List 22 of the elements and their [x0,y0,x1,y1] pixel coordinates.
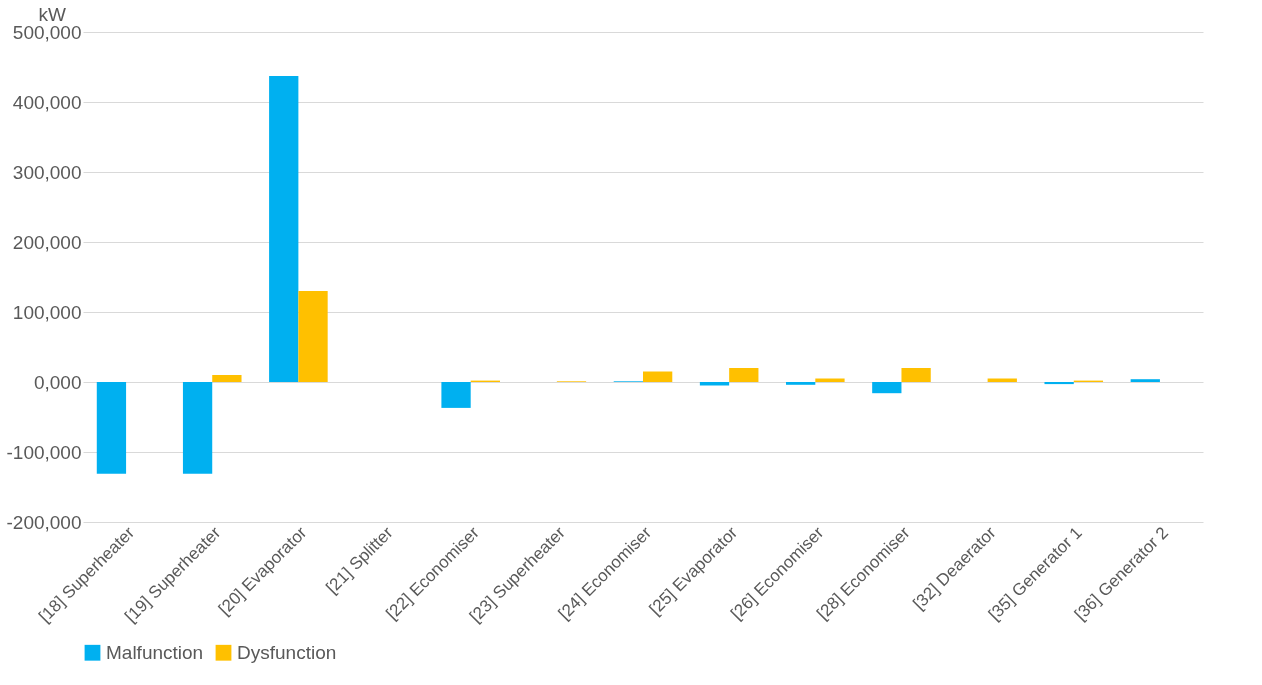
bar [729,368,759,382]
bar [298,291,328,382]
bar [699,382,730,386]
y-tick-label: 300,000 [12,161,82,183]
bar [182,382,213,474]
bar [269,76,299,382]
bar [212,375,242,382]
y-tick-label: 100,000 [12,301,82,323]
bar [1044,382,1074,385]
legend-label: Malfunction [106,641,204,663]
y-tick-label: 0,000 [33,371,82,393]
bar [1130,379,1160,382]
bar [643,371,673,382]
bar [786,382,816,385]
bar [96,382,127,474]
bar [901,368,931,382]
y-tick-label: 200,000 [12,231,82,253]
bar [872,382,902,394]
legend-label: Dysfunction [237,641,337,663]
y-tick-label: 400,000 [12,91,82,113]
y-tick-label: -100,000 [6,441,82,463]
bar [441,382,471,408]
